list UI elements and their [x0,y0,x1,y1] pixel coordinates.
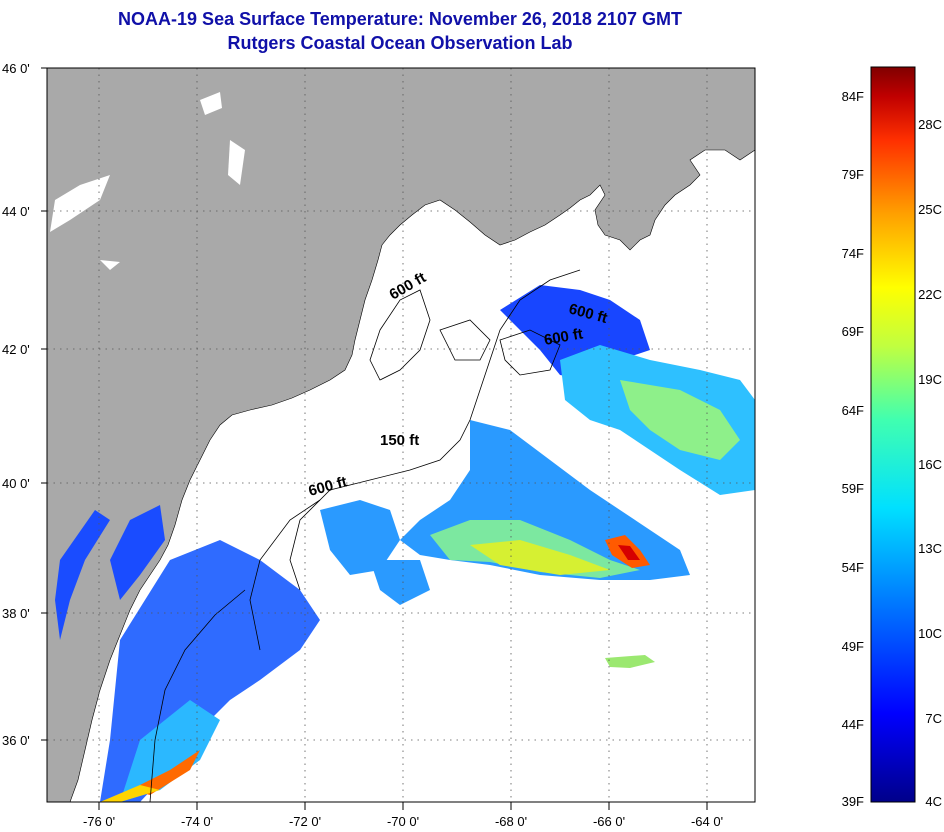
colorbar-c-label: 22C [918,287,942,302]
colorbar-c-label: 13C [918,541,942,556]
lat-label: 38 0' [2,606,30,621]
colorbar-f-label: 49F [842,639,864,654]
lon-label: -70 0' [387,814,419,829]
map-subtitle: Rutgers Coastal Ocean Observation Lab [227,33,573,53]
colorbar-f-label: 79F [842,167,864,182]
colorbar-f-label: 59F [842,481,864,496]
colorbar-c-label: 19C [918,372,942,387]
contour-label: 600 ft [543,325,585,349]
map-content [47,68,755,802]
map-title: NOAA-19 Sea Surface Temperature: Novembe… [118,9,682,29]
lon-label: -64 0' [691,814,723,829]
colorbar-celsius-labels: 28C 25C 22C 19C 16C 13C 10C 7C 4C [918,117,942,809]
lon-label: -72 0' [289,814,321,829]
land-mass [47,68,755,802]
colorbar-c-label: 25C [918,202,942,217]
map-ticks [41,67,708,810]
colorbar-f-label: 69F [842,324,864,339]
colorbar-f-label: 84F [842,89,864,104]
colorbar-f-label: 74F [842,246,864,261]
colorbar-f-label: 39F [842,794,864,809]
colorbar-c-label: 4C [925,794,942,809]
colorbar-c-label: 7C [925,711,942,726]
lon-label: -68 0' [495,814,527,829]
colorbar-c-label: 10C [918,626,942,641]
lon-label: -74 0' [181,814,213,829]
colorbar-c-label: 16C [918,457,942,472]
lat-label: 44 0' [2,204,30,219]
colorbar-c-label: 28C [918,117,942,132]
lat-label: 42 0' [2,342,30,357]
lat-label: 40 0' [2,476,30,491]
colorbar-fahrenheit-labels: 84F 79F 74F 69F 64F 59F 54F 49F 44F 39F [842,89,864,809]
graticule [47,68,755,802]
lon-label: -66 0' [593,814,625,829]
lat-label: 46 0' [2,61,30,76]
colorbar-f-label: 44F [842,717,864,732]
lon-label: -76 0' [83,814,115,829]
contour-label: 150 ft [380,432,419,449]
map-border [46,67,756,803]
colorbar-f-label: 54F [842,560,864,575]
colorbar [870,66,916,803]
colorbar-f-label: 64F [842,403,864,418]
lat-label: 36 0' [2,733,30,748]
